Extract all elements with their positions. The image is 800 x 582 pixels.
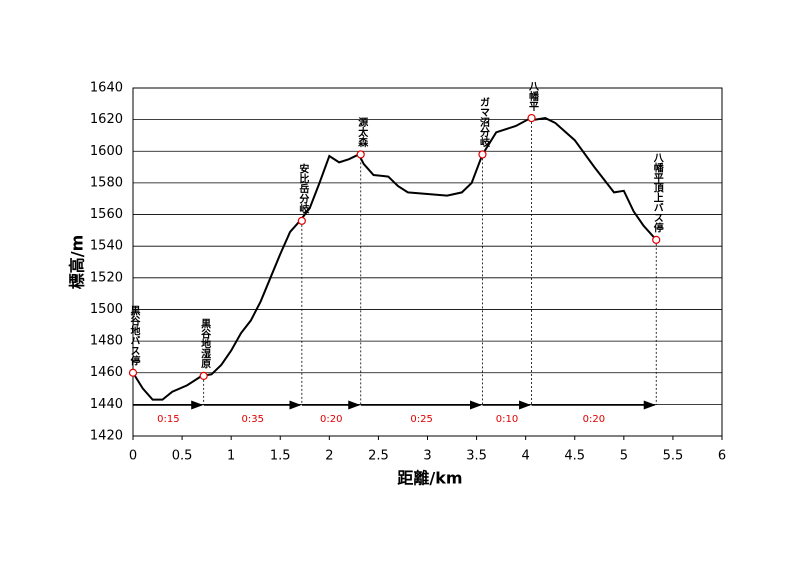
y-tick-label: 1560 — [90, 207, 123, 222]
plot-frame — [132, 87, 723, 437]
x-tick-label: 6 — [718, 449, 726, 464]
x-tick-label: 1 — [227, 449, 235, 464]
stop-marker — [652, 235, 661, 244]
stop-label: 八幡平 — [527, 81, 540, 112]
x-tick-label: 2.5 — [368, 449, 389, 464]
x-tick-label: 5 — [620, 449, 628, 464]
segment-time: 0:15 — [157, 414, 179, 425]
y-tick-label: 1640 — [90, 81, 123, 96]
y-tick-label: 1480 — [90, 334, 123, 349]
stop-label: ガマ沼分岐 — [477, 97, 489, 148]
x-tick-label: 2 — [325, 449, 333, 464]
segment-time: 0:25 — [410, 414, 432, 425]
stop-marker — [356, 150, 365, 159]
y-tick-label: 1540 — [90, 239, 123, 254]
y-tick-label: 1500 — [90, 302, 123, 317]
y-tick-label: 1620 — [90, 112, 123, 127]
y-tick-label: 1460 — [90, 365, 123, 380]
x-tick-label: 0 — [129, 449, 137, 464]
stop-label: 安比岳分岐 — [297, 163, 309, 215]
x-tick-label: 4.5 — [564, 449, 585, 464]
x-tick-label: 3.5 — [466, 449, 487, 464]
segment-time: 0:35 — [242, 414, 264, 425]
stop-label: 源太森 — [356, 116, 369, 148]
segment-time: 0:10 — [496, 414, 518, 425]
stop-marker — [478, 150, 487, 159]
x-tick-label: 4 — [522, 449, 530, 464]
stop-label: 黒谷地湿原 — [199, 319, 211, 370]
x-tick-label: 1.5 — [270, 449, 291, 464]
y-tick-label: 1580 — [90, 175, 123, 190]
stop-marker — [297, 216, 306, 225]
segment-time: 0:20 — [583, 414, 605, 425]
y-tick-label: 1520 — [90, 270, 123, 285]
x-tick-label: 3 — [423, 449, 431, 464]
stop-label: 黒谷地バス停 — [128, 306, 140, 367]
segment-time: 0:20 — [320, 414, 342, 425]
stop-marker — [527, 113, 536, 123]
x-tick-label: 0.5 — [172, 449, 193, 464]
profile-line — [132, 116, 657, 401]
stop-label: 八幡平頂上バス停 — [651, 153, 664, 234]
x-tick-label: 5.5 — [663, 449, 684, 464]
x-axis-label: 距離/km — [397, 469, 462, 488]
stop-marker — [128, 368, 138, 377]
y-tick-label: 1440 — [90, 397, 123, 412]
y-tick-label: 1420 — [90, 429, 123, 444]
stop-marker — [199, 371, 208, 380]
y-tick-label: 1600 — [90, 144, 123, 159]
y-axis-label: 標高/m — [68, 235, 87, 290]
